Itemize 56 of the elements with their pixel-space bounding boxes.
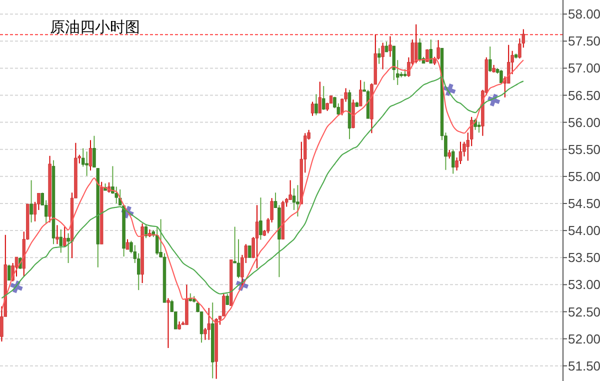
candlestick: [59, 228, 62, 254]
candlestick: [8, 264, 11, 281]
candlestick: [392, 46, 396, 81]
candlestick: [226, 293, 229, 306]
candlestick: [236, 238, 240, 279]
y-tick-label: 53.50: [568, 250, 600, 266]
candlestick: [477, 121, 481, 134]
candlestick: [388, 36, 392, 58]
y-tick-label: 55.00: [568, 168, 600, 184]
y-tick-label: 52.00: [568, 331, 600, 346]
candlestick: [488, 46, 492, 72]
candlestick: [207, 307, 210, 340]
candlestick: [378, 48, 381, 64]
candlestick: [429, 39, 432, 64]
candlestick: [88, 140, 92, 171]
y-tick-label: 54.00: [568, 223, 600, 238]
candlestick: [314, 94, 318, 116]
candlestick: [248, 245, 252, 258]
y-tick-label: 56.00: [568, 114, 600, 130]
y-tick-label: 57.00: [568, 60, 600, 76]
candlestick: [426, 48, 429, 62]
candlestick: [14, 256, 18, 278]
candlestick: [259, 197, 262, 240]
candlestick: [30, 180, 33, 223]
candlestick: [310, 101, 314, 116]
line-series: [1, 76, 524, 299]
candlestick: [118, 188, 122, 206]
y-tick-label: 57.50: [568, 34, 600, 49]
candlestick: [92, 135, 96, 168]
y-tick-label: 55.50: [568, 142, 600, 157]
y-tick-label: 54.50: [568, 196, 600, 212]
candlestick: [418, 38, 422, 62]
candlestick: [500, 69, 503, 84]
candlestick: [63, 226, 66, 248]
candlestick: [318, 81, 322, 114]
candlestick: [384, 41, 388, 52]
candlestick: [166, 298, 170, 348]
candlestick: [114, 186, 118, 204]
candlestick: [296, 184, 300, 217]
y-tick-label: 52.50: [568, 304, 600, 320]
y-tick-label: 58.00: [568, 6, 600, 22]
candlestick: [414, 24, 418, 64]
candlestick: [452, 148, 455, 174]
candlestick: [222, 293, 226, 317]
y-tick-label: 51.50: [568, 358, 600, 374]
text: 原油四小时图: [50, 18, 140, 36]
candlestick: [359, 80, 362, 107]
y-tick-label: 56.50: [568, 88, 600, 103]
candlestick: [322, 86, 326, 110]
candlestick: [381, 42, 384, 70]
candlestick: [255, 204, 259, 269]
y-tick-label: 53.00: [568, 277, 600, 292]
candlestick: [56, 224, 59, 245]
candlestick: [66, 232, 70, 264]
candlestick: [85, 151, 88, 176]
candlestick: [126, 238, 130, 250]
